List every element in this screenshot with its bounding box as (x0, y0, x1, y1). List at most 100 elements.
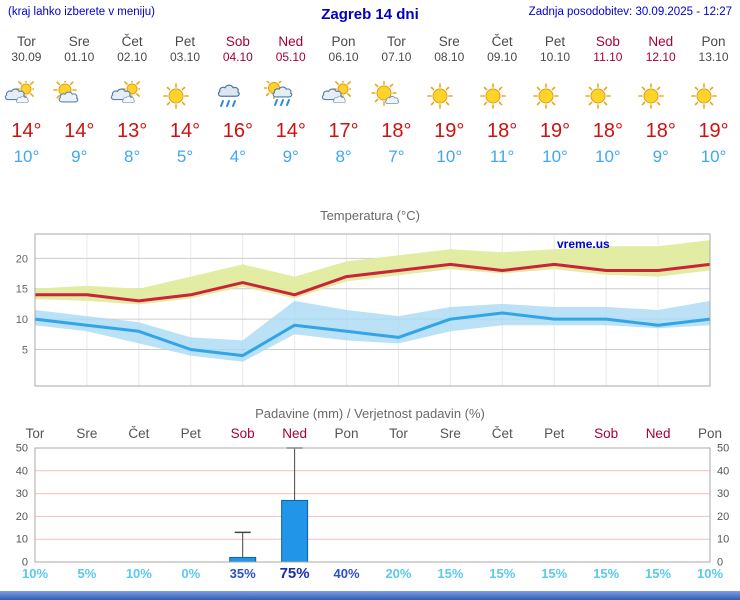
precip-probability-label: 40% (334, 566, 360, 581)
day-name: Tor (17, 34, 36, 49)
day-name: Sob (225, 34, 250, 49)
day-date: 04.10 (222, 50, 253, 64)
precip-probability-label: 35% (230, 566, 256, 581)
day-name: Ned (648, 34, 674, 49)
last-updated-text: Zadnja posodobitev: 30.09.2025 - 12:27 (528, 6, 732, 18)
day-column[interactable]: Pet 03.10 14° 5° (159, 34, 212, 180)
y-axis-tick-label: 15 (16, 284, 28, 296)
precip-day-label: Sob (231, 426, 255, 441)
precip-left-tick: 10 (16, 534, 28, 546)
precip-probability-label: 15% (593, 566, 619, 581)
day-column[interactable]: Pet 10.10 19° 10° (529, 34, 582, 180)
precip-day-label: Ned (646, 426, 671, 441)
precip-day-label: Pet (544, 426, 565, 441)
day-column[interactable]: Sob 04.10 16° 4° (211, 34, 264, 180)
day-column[interactable]: Tor 30.09 14° 10° (0, 34, 53, 180)
high-temp: 16° (222, 120, 253, 142)
precip-probability-label: 75% (280, 565, 310, 582)
precip-day-label: Ned (282, 426, 307, 441)
low-temp: 8° (124, 147, 141, 166)
day-date: 10.10 (539, 50, 570, 64)
day-date: 13.10 (698, 50, 729, 64)
low-temp: 9° (652, 147, 669, 166)
day-column[interactable]: Sre 08.10 19° 10° (423, 34, 476, 180)
day-column[interactable]: Čet 09.10 18° 11° (476, 34, 529, 180)
precip-left-tick: 0 (22, 557, 28, 569)
day-column[interactable]: Ned 05.10 14° 9° (264, 34, 317, 180)
sun-weather-icon (529, 81, 582, 113)
precipitation-chart: Tor Sre Čet Pet Sob Ned Pon Tor Sre Čet Pet Sob Ned P… (16, 426, 730, 582)
day-date: 02.10 (117, 50, 148, 64)
precip-left-tick: 50 (16, 443, 28, 455)
day-name: Sre (68, 34, 90, 49)
precip-right-tick: 10 (717, 534, 729, 546)
watermark-vreme-us: vreme.us (557, 237, 610, 251)
precip-day-label: Pon (698, 426, 722, 441)
high-temp: 17° (328, 120, 359, 142)
low-temp: 11° (489, 147, 515, 166)
low-temp: 10° (700, 147, 727, 166)
low-temp: 10° (594, 147, 621, 166)
precip-probability-label: 0% (181, 566, 200, 581)
cloud-sun-weather-icon (317, 81, 370, 113)
precip-probability-label: 15% (437, 566, 463, 581)
sun-small-cloud-weather-icon (370, 81, 423, 113)
precip-plot-border (34, 447, 711, 563)
max-temp-line (35, 262, 711, 303)
high-temp: 18° (592, 120, 623, 142)
temp-plot-border (34, 233, 711, 387)
day-date: 05.10 (275, 50, 306, 64)
y-axis-tick-label: 5 (22, 345, 28, 357)
low-temp: 7° (388, 147, 405, 166)
precip-probability-label: 5% (78, 566, 97, 581)
precip-probability-label: 20% (385, 566, 411, 581)
low-temp: 10° (436, 147, 463, 166)
precipitation-section: Padavine (mm) / Verjetnost padavin (%) T… (0, 406, 740, 582)
precip-right-tick: 0 (717, 557, 723, 569)
day-column[interactable]: Tor 07.10 18° 7° (370, 34, 423, 180)
day-column[interactable]: Pon 13.10 19° 10° (687, 34, 740, 180)
precip-probability-label: 10% (697, 566, 723, 581)
y-axis-tick-label: 20 (16, 253, 28, 265)
day-date: 08.10 (434, 50, 465, 64)
sun-weather-icon (423, 81, 476, 113)
high-temp: 18° (645, 120, 676, 142)
day-column[interactable]: Ned 12.10 18° 9° (634, 34, 687, 180)
high-temp: 19° (434, 120, 465, 142)
low-temp: 9° (282, 147, 299, 166)
day-name: Pet (174, 34, 196, 49)
day-name: Čet (121, 34, 143, 49)
day-column[interactable]: Sre 01.10 14° 9° (53, 34, 106, 180)
day-date: 11.10 (593, 50, 623, 64)
min-temp-line (34, 311, 711, 358)
precip-right-tick: 20 (717, 511, 729, 523)
bottom-navigation-bar[interactable] (0, 591, 740, 600)
precip-day-label: Čet (492, 426, 513, 441)
sun-cloud-weather-icon (53, 81, 106, 113)
page-title: Zagreb 14 dni (321, 6, 419, 23)
high-temp: 14° (11, 120, 42, 142)
forecast-strip: Tor 30.09 14° 10° Sre 01.10 14° 9° Čet 02.10 13° 8°… (0, 28, 740, 180)
cloud-sun-weather-icon (106, 81, 159, 113)
high-temp: 14° (169, 120, 201, 142)
day-name: Sob (595, 34, 620, 49)
day-column[interactable]: Sob 11.10 18° 10° (581, 34, 634, 180)
precip-left-tick: 20 (16, 511, 28, 523)
precip-right-tick: 30 (717, 488, 729, 500)
high-temp: 18° (487, 120, 518, 142)
location-menu-note[interactable]: (kraj lahko izberete v meniju) (8, 6, 156, 18)
sun-weather-icon (634, 81, 687, 113)
day-column[interactable]: Čet 02.10 13° 8° (106, 34, 159, 180)
day-column[interactable]: Pon 06.10 17° 8° (317, 34, 370, 180)
precip-bar (229, 556, 257, 563)
precip-day-label: Sre (76, 426, 97, 441)
sun-rain-weather-icon (264, 81, 317, 113)
low-temp: 8° (335, 147, 352, 166)
precip-probability-label: 15% (645, 566, 671, 581)
day-name: Pon (331, 34, 356, 49)
low-temp: 4° (229, 147, 246, 166)
day-date: 06.10 (328, 50, 359, 64)
precip-plot-area (35, 448, 710, 562)
temperature-section: Temperatura (°C) 5 10 15 20 vreme.us (0, 208, 740, 400)
